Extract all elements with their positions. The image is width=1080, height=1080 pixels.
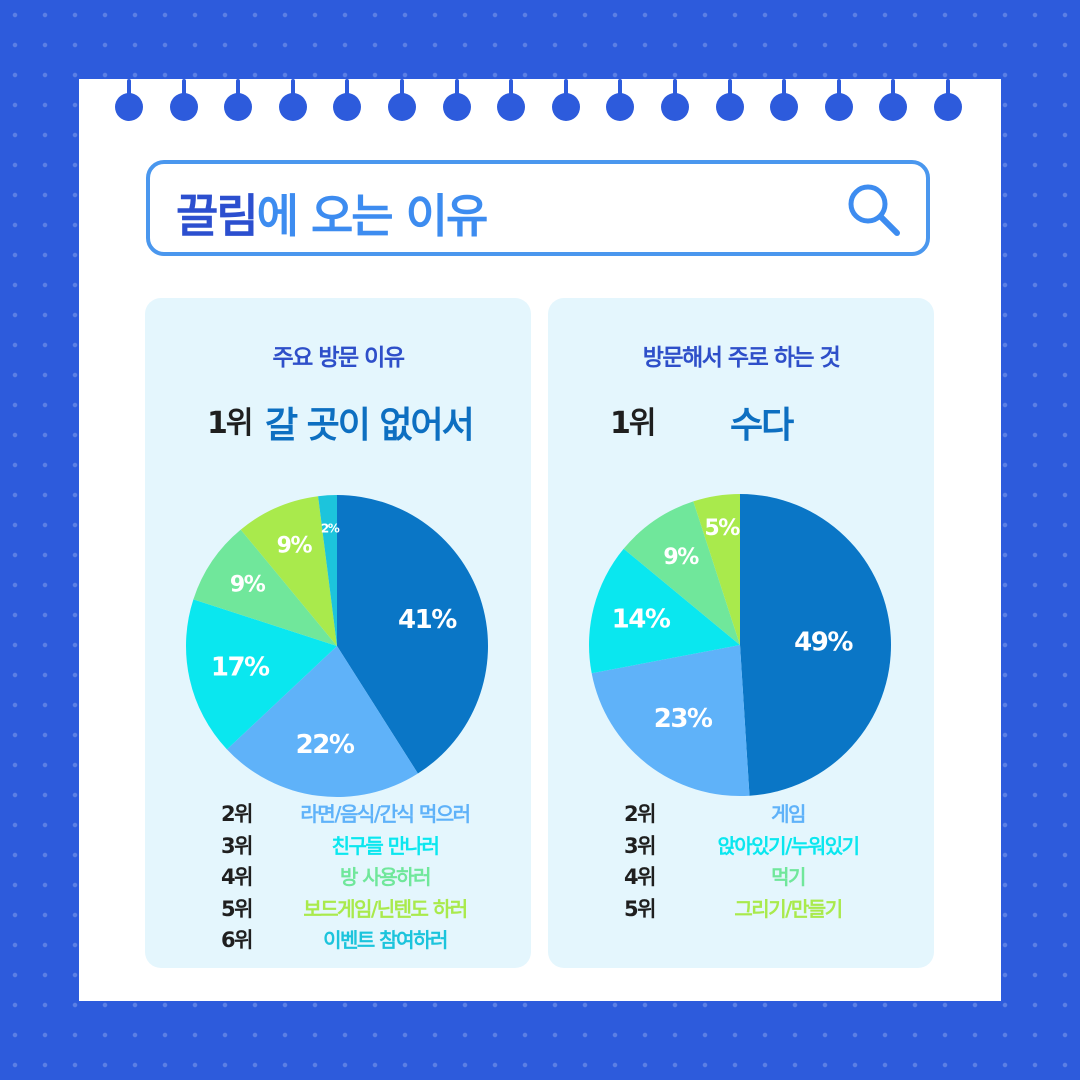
rank-number: 3위 [221,833,253,858]
rank-label: 이벤트 참여하러 [323,928,448,952]
binder-hole-tab [563,79,568,97]
pie-slice [591,645,750,796]
page-title: 끌림에 오는 이유 [176,180,489,246]
binder-hole-tab [290,79,295,97]
rank-number: 2위 [624,802,656,826]
title-rest: 에 오는 이유 [256,189,489,243]
binder-hole-tab [454,79,459,97]
rank-number: 4위 [624,865,656,889]
binder-hole [934,93,962,121]
visit-reasons-panel: 주요 방문 이유 1위 갈 곳이 없어서 41% 22% 17% 9% 9% 2% 2위 라… [145,298,531,968]
binder-hole [388,93,416,121]
binder-hole [879,93,908,121]
rank-label: 먹기 [771,865,806,889]
pie-slice [693,494,740,645]
rank-row: 4위 먹기 [548,861,934,891]
rank-row: 3위 앉아있기/누워있기 [548,830,934,860]
binder-hole-tab [400,79,404,97]
rank-row: 5위 그리기/만들기 [548,893,934,923]
activities-pie-chart: 49% 23% 14% 9%5% [589,494,891,796]
pie-slice [337,495,488,774]
binder-hole [661,93,689,121]
slice-label: 14% [612,604,671,634]
rank1-value: 갈 곳이 없어서 [265,405,475,446]
binder-hole [278,93,307,121]
binder-hole-tab [181,79,186,97]
notepad-card: 끌림에 오는 이유 주요 방문 이유 1위 갈 곳이 없어서 41% 22% 17%… [79,79,1001,1001]
binder-hole-tab [673,79,677,97]
pie-slice [589,548,740,674]
search-bar[interactable]: 끌림에 오는 이유 [146,160,930,256]
rank-row: 4위 방 사용하러 [145,861,531,891]
rank-row: 5위 보드게임/닌텐도 하러 [145,893,531,923]
binder-hole [115,93,143,121]
binder-hole-tab [618,79,623,97]
slice-label: 2% [321,521,340,535]
rank-label: 앉아있기/누워있기 [717,833,860,858]
binder-hole [442,93,471,121]
rank-label: 그리기/만들기 [734,896,843,921]
binder-hole [224,93,253,121]
binder-hole [497,93,526,121]
slice-label: 49% [794,627,853,657]
binder-hole [333,93,362,121]
rank-label: 보드게임/닌텐도 하러 [303,896,468,921]
pie-slice [193,529,337,646]
activities-panel: 방문해서 주로 하는 것 1위 수다 49% 23% 14% 9% 5% 2위 게임 3위 앉… [548,298,934,968]
brand-name: 끌림 [176,189,259,243]
panel-title: 방문해서 주로 하는 것 [642,345,841,371]
pie-slice [318,495,337,646]
slice-label: 9% [277,534,313,559]
slice-label: 23% [654,704,713,734]
rank-number: 4위 [221,865,253,889]
search-icon[interactable] [844,180,904,240]
binder-hole-tab [345,79,350,97]
binder-hole [169,93,198,121]
pie-slice [226,646,418,797]
panel-title: 주요 방문 이유 [272,345,405,371]
rank-row: 2위 게임 [548,798,934,828]
rank-number: 3위 [624,833,656,858]
binder-hole-tab [836,79,841,97]
binder-hole-tab [891,79,896,97]
rank-number: 5위 [624,896,656,921]
slice-label: 9% [230,572,266,597]
rank-label: 방 사용하러 [340,865,431,889]
rank-row: 3위 친구들 만나러 [145,830,531,860]
binder-hole-tab [236,79,241,97]
binder-hole [606,93,635,121]
slice-label: 22% [296,730,355,760]
rank-number: 6위 [221,928,253,952]
rank-label: 친구들 만나러 [331,833,440,858]
rank1-label: 1위 [207,406,254,441]
slice-label: 41% [398,605,457,635]
binder-hole [824,93,853,121]
rank-row: 2위 라면/음식/간식 먹으러 [145,798,531,828]
binder-hole [551,93,580,121]
slice-label: 17% [211,653,270,683]
binder-hole [770,93,799,121]
pie-slice [240,496,337,646]
binder-hole [715,93,744,121]
rank-label: 라면/음식/간식 먹으러 [300,802,471,826]
binder-hole-tab [946,79,950,97]
rank-label: 게임 [771,802,806,826]
rank1-label: 1위 [610,406,657,441]
pie-slice [186,599,337,750]
binder-hole-tab [509,79,514,97]
pie-slice [623,501,740,645]
slice-label: 5% [704,516,740,541]
slice-label: 9% [663,545,699,570]
visit-reasons-pie-chart: 41% 22% 17% 9% 9% 2% [186,495,488,797]
pie-slice [740,494,891,796]
binder-hole-tab [127,79,131,97]
binder-hole-tab [782,79,787,97]
rank-number: 5위 [221,896,253,921]
rank-row: 6위 이벤트 참여하러 [145,924,531,954]
rank-number: 2위 [221,802,253,826]
binder-hole-tab [727,79,732,97]
rank1-value: 수다 [730,405,794,446]
